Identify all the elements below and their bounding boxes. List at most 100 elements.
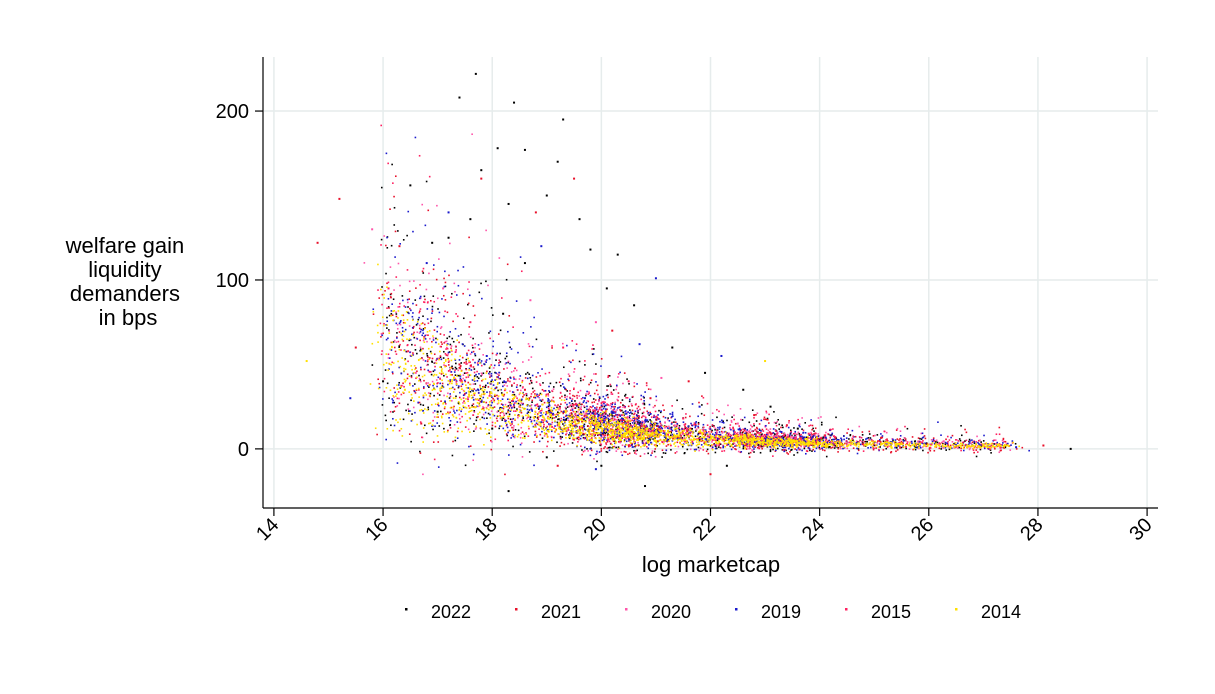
data-point (740, 418, 742, 421)
data-point (709, 473, 712, 476)
data-point (465, 363, 467, 365)
data-point (682, 432, 684, 435)
data-point (430, 320, 432, 323)
data-point (890, 444, 892, 447)
data-point (563, 443, 566, 446)
data-point (595, 373, 597, 375)
data-point (777, 443, 779, 446)
data-point (680, 435, 683, 437)
data-point (697, 433, 699, 436)
data-point (571, 409, 574, 411)
data-point (704, 371, 707, 374)
data-point (755, 441, 757, 444)
data-point (469, 336, 472, 339)
data-point (405, 350, 408, 353)
data-point (556, 413, 558, 415)
data-point (679, 431, 681, 434)
data-point (699, 447, 702, 450)
data-point (459, 391, 461, 394)
data-point (925, 445, 927, 448)
data-point (668, 420, 671, 422)
data-point (981, 444, 984, 446)
data-point (394, 175, 397, 178)
data-point (628, 416, 631, 419)
data-point (635, 450, 637, 452)
data-point (512, 391, 515, 394)
data-point (1015, 448, 1018, 450)
data-point (606, 389, 608, 391)
data-point (502, 427, 505, 430)
data-point (810, 435, 812, 437)
data-point (960, 447, 962, 450)
data-point (391, 398, 394, 400)
data-point (665, 445, 668, 447)
data-point (629, 409, 631, 411)
data-point (722, 420, 724, 423)
data-point (432, 441, 435, 443)
data-point (846, 432, 848, 434)
data-point (596, 418, 599, 421)
data-point (371, 228, 374, 231)
data-point (751, 433, 753, 436)
data-point (809, 444, 812, 446)
data-point (960, 449, 962, 452)
data-point (563, 386, 565, 388)
data-point (454, 377, 456, 380)
data-point (627, 411, 629, 413)
data-point (584, 437, 587, 440)
data-point (588, 412, 590, 415)
data-point (394, 256, 396, 258)
data-point (800, 438, 802, 441)
data-point (955, 444, 957, 446)
data-point (670, 449, 672, 451)
data-point (576, 394, 578, 397)
data-point (548, 424, 551, 427)
data-point (795, 442, 798, 444)
data-point (452, 320, 454, 323)
data-point (511, 423, 513, 425)
data-point (636, 421, 639, 423)
data-point (734, 448, 736, 450)
data-point (593, 401, 596, 403)
data-point (577, 438, 580, 441)
data-point (777, 432, 779, 435)
data-point (654, 410, 657, 413)
data-point (878, 448, 880, 451)
data-point (711, 419, 714, 421)
data-point (627, 437, 629, 439)
data-point (398, 384, 400, 386)
data-point (583, 400, 585, 402)
data-point (551, 389, 553, 392)
data-point (596, 406, 598, 409)
data-point (999, 449, 1002, 452)
data-point (628, 419, 630, 422)
data-point (697, 425, 699, 428)
data-point (607, 417, 610, 420)
data-point (779, 430, 781, 433)
data-point (490, 448, 493, 451)
data-point (634, 442, 636, 445)
data-point (917, 437, 920, 439)
data-point (998, 426, 1001, 429)
data-point (459, 377, 462, 380)
data-point (617, 418, 620, 421)
data-point (742, 428, 745, 431)
data-point (600, 450, 603, 452)
data-point (589, 411, 592, 413)
data-point (575, 349, 577, 352)
data-point (460, 362, 463, 364)
data-point (736, 422, 739, 425)
data-point (418, 327, 421, 330)
data-point (610, 431, 613, 434)
data-point (657, 440, 659, 442)
data-point (429, 299, 432, 302)
data-point (782, 437, 784, 440)
data-point (674, 424, 676, 426)
data-point (349, 397, 352, 400)
data-point (800, 433, 802, 436)
data-point (620, 417, 623, 420)
data-point (613, 415, 616, 418)
data-point (528, 427, 530, 430)
data-point (806, 436, 808, 439)
data-point (549, 423, 552, 426)
